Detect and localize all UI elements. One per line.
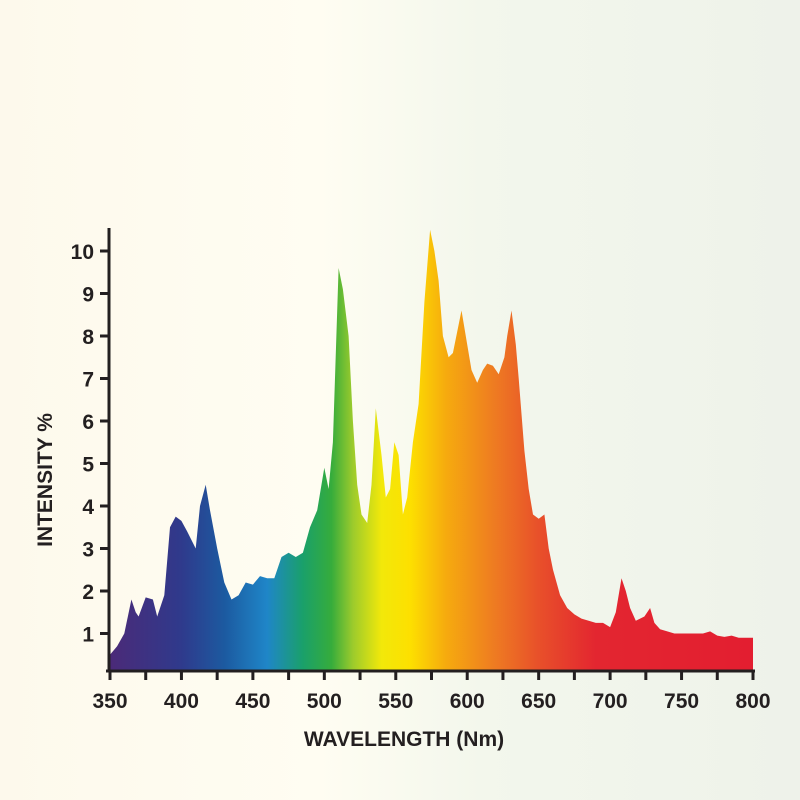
- x-tick-label: 500: [307, 690, 342, 713]
- y-tick-label: 7: [82, 369, 94, 392]
- y-tick-label: 5: [82, 454, 94, 477]
- x-tick-label: 350: [92, 690, 127, 713]
- y-axis: 1 2 3 4 5 6 7 8 9 10: [71, 228, 111, 672]
- y-tick-label: 3: [82, 539, 94, 562]
- y-tick-label: 9: [82, 284, 94, 307]
- x-tick-label: 800: [735, 690, 770, 713]
- x-tick-label: 700: [593, 690, 628, 713]
- x-axis: 350 400 450 500 550 600 650 700 750 800: [92, 669, 771, 713]
- x-tick-label: 650: [521, 690, 556, 713]
- spectrum-area: [110, 229, 753, 671]
- x-tick-label: 750: [664, 690, 699, 713]
- x-tick-label: 450: [235, 690, 270, 713]
- y-tick-label: 2: [82, 581, 94, 604]
- x-tick-label: 600: [450, 690, 485, 713]
- y-tick-label: 4: [82, 496, 94, 519]
- y-tick-label: 6: [82, 411, 94, 434]
- x-axis-title: WAVELENGTH (Nm): [304, 728, 504, 751]
- y-tick-label: 1: [82, 624, 94, 647]
- y-tick-label: 8: [82, 326, 94, 349]
- x-tick-label: 550: [378, 690, 413, 713]
- y-tick-label: 10: [71, 241, 94, 264]
- y-axis-title: INTENSITY %: [34, 413, 57, 547]
- x-tick-label: 400: [164, 690, 199, 713]
